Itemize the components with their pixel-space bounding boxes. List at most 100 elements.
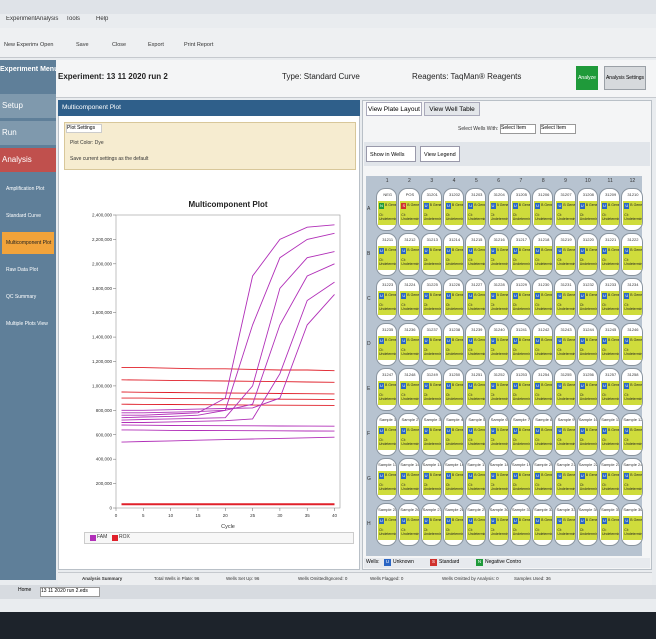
well[interactable]: 31214 UB Gene Ct: Undetermined (442, 233, 465, 276)
well[interactable]: 31221 UB Gene Ct: Undetermined (599, 233, 621, 276)
well[interactable]: Sample 34 UB Gene Ct: Undetermined (576, 503, 598, 546)
home-tab[interactable]: Home (18, 587, 32, 593)
well[interactable]: Sample 12 UB Gene Ct: Undetermined (621, 413, 643, 456)
well[interactable]: 31224 UB Gene Ct: Undetermined (398, 278, 420, 321)
well[interactable]: POS SB Gene Ct: Undetermined (398, 188, 420, 231)
well[interactable]: 31211 UB Gene Ct: Undetermined (376, 233, 398, 276)
well[interactable]: 31236 UB Gene Ct: Undetermined (398, 323, 420, 366)
well[interactable]: 31241 UB Gene Ct: Undetermined (509, 323, 532, 366)
well[interactable]: Sample 8 UB Gene Ct: Undetermined (532, 413, 554, 456)
well[interactable]: Sample 13 UB Gene Ct: Undetermined (376, 458, 398, 501)
well[interactable]: Sample 3 UB Gene Ct: Undetermined (420, 413, 442, 456)
menu-item[interactable]: Experiment (6, 16, 36, 22)
well[interactable]: Sample 26 UB Gene Ct: Undetermined (398, 503, 420, 546)
well[interactable]: Sample 35 UB Gene Ct: Undetermined (599, 503, 621, 546)
menu-item[interactable]: Analysis (36, 16, 59, 22)
well[interactable]: Sample 30 UB Gene Ct: Undetermined (487, 503, 509, 546)
well[interactable]: Sample 19 UB Gene Ct: Undetermined (509, 458, 532, 501)
well[interactable]: Sample 27 UB Gene Ct: Undetermined (420, 503, 442, 546)
toolbar-button[interactable]: Open (40, 42, 54, 48)
well[interactable]: 31229 UB Gene Ct: Undetermined (509, 278, 532, 321)
well[interactable]: 31248 UB Gene Ct: Undetermined (398, 368, 420, 411)
well[interactable]: 31257 UB Gene Ct: Undetermined (599, 368, 621, 411)
well[interactable]: 31232 UB Gene Ct: Undetermined (576, 278, 598, 321)
well[interactable]: Sample 36 UB Gene Ct: Undetermined (621, 503, 643, 546)
well[interactable]: 31222 UB Gene Ct: Undetermined (621, 233, 643, 276)
well[interactable]: 31217 UB Gene Ct: Undetermined (509, 233, 532, 276)
well[interactable]: 31220 UB Gene Ct: Undetermined (576, 233, 598, 276)
well[interactable]: Sample 9 UB Gene Ct: Undetermined (554, 413, 576, 456)
well[interactable]: 31247 UB Gene Ct: Undetermined (376, 368, 398, 411)
view-tab[interactable]: View Well Table (424, 102, 480, 116)
select-dropdown[interactable]: Select Item (540, 124, 576, 134)
well[interactable]: Sample 23 UB Gene Ct: Undetermined (599, 458, 621, 501)
experiment-tab[interactable]: 13 11 2020 run 2.eds (40, 587, 100, 597)
sidebar-item[interactable]: Multiple Plots View (6, 321, 48, 327)
well[interactable]: Sample 33 UB Gene Ct: Undetermined (554, 503, 576, 546)
save-default[interactable]: Save current settings as the default (70, 156, 149, 162)
well[interactable]: 31228 UB Gene Ct: Undetermined (487, 278, 509, 321)
well[interactable]: 31202 UB Gene Ct: Undetermined (442, 188, 465, 231)
toolbar-button[interactable]: Export (148, 42, 164, 48)
menu-item[interactable]: Tools (66, 16, 81, 22)
well[interactable]: 31251 UB Gene Ct: Undetermined (465, 368, 487, 411)
plot-color[interactable]: Plot Color: Dye (70, 140, 104, 146)
well[interactable]: 31227 UB Gene Ct: Undetermined (465, 278, 487, 321)
well[interactable]: Sample 17 UB Gene Ct: Undetermined (465, 458, 487, 501)
well[interactable]: Sample 7 UB Gene Ct: Undetermined (509, 413, 532, 456)
well[interactable]: Sample 6 UB Gene Ct: Undetermined (487, 413, 509, 456)
well[interactable]: 31208 UB Gene Ct: Undetermined (576, 188, 598, 231)
well[interactable]: 31210 UB Gene Ct: Undetermined (621, 188, 643, 231)
toolbar-button[interactable]: New Experiment (4, 42, 38, 48)
well[interactable]: Sample 11 UB Gene Ct: Undetermined (599, 413, 621, 456)
well[interactable]: 31240 UB Gene Ct: Undetermined (487, 323, 509, 366)
well[interactable]: Sample 28 UB Gene Ct: Undetermined (442, 503, 465, 546)
well[interactable]: 31231 UB Gene Ct: Undetermined (554, 278, 576, 321)
well[interactable]: 31219 UB Gene Ct: Undetermined (554, 233, 576, 276)
well[interactable]: 31244 UB Gene Ct: Undetermined (576, 323, 598, 366)
well[interactable]: 31250 UB Gene Ct: Undetermined (442, 368, 465, 411)
sidebar-section[interactable]: Setup (0, 94, 56, 118)
well[interactable]: 31239 UB Gene Ct: Undetermined (465, 323, 487, 366)
well[interactable]: 31207 UB Gene Ct: Undetermined (554, 188, 576, 231)
select-dropdown[interactable]: Select Item (500, 124, 536, 134)
well[interactable]: 31201 UB Gene Ct: Undetermined (420, 188, 442, 231)
well[interactable]: Sample 29 UB Gene Ct: Undetermined (465, 503, 487, 546)
well[interactable]: 31206 UB Gene Ct: Undetermined (532, 188, 554, 231)
settings-button[interactable]: Analysis Settings (604, 66, 646, 90)
well[interactable]: 31252 UB Gene Ct: Undetermined (487, 368, 509, 411)
well[interactable]: 31233 UB Gene Ct: Undetermined (599, 278, 621, 321)
well[interactable]: 31209 UB Gene Ct: Undetermined (599, 188, 621, 231)
well[interactable]: Sample 32 UB Gene Ct: Undetermined (532, 503, 554, 546)
well[interactable]: Sample 20 UB Gene Ct: Undetermined (532, 458, 554, 501)
sidebar-section[interactable]: Run (0, 121, 56, 145)
sidebar-item[interactable]: QC Summary (6, 294, 37, 300)
well[interactable]: 31225 UB Gene Ct: Undetermined (420, 278, 442, 321)
well[interactable]: Sample 21 UB Gene Ct: Undetermined (554, 458, 576, 501)
well[interactable]: Sample 5 UB Gene Ct: Undetermined (465, 413, 487, 456)
toolbar-button[interactable]: Print Report (184, 42, 214, 48)
sidebar-section[interactable]: Analysis (0, 148, 56, 172)
well[interactable]: Sample 10 UB Gene Ct: Undetermined (576, 413, 598, 456)
well[interactable]: Sample 2 UB Gene Ct: Undetermined (398, 413, 420, 456)
well[interactable]: 31215 UB Gene Ct: Undetermined (465, 233, 487, 276)
well[interactable]: 31256 UB Gene Ct: Undetermined (576, 368, 598, 411)
well[interactable]: Sample 25 UB Gene Ct: Undetermined (376, 503, 398, 546)
well[interactable]: Sample 1 UB Gene Ct: Undetermined (376, 413, 398, 456)
well[interactable]: 31235 UB Gene Ct: Undetermined (376, 323, 398, 366)
toolbar-button[interactable]: Close (112, 42, 127, 48)
well[interactable]: 31234 UB Gene Ct: Undetermined (621, 278, 643, 321)
well[interactable]: 31249 UB Gene Ct: Undetermined (420, 368, 442, 411)
well[interactable]: 31237 UB Gene Ct: Undetermined (420, 323, 442, 366)
well[interactable]: Sample 24 UB Gene Ct: Undetermined (621, 458, 643, 501)
sidebar-item[interactable]: Multicomponent Plot (2, 232, 54, 254)
well[interactable]: 31242 UB Gene Ct: Undetermined (532, 323, 554, 366)
well[interactable]: 31243 UB Gene Ct: Undetermined (554, 323, 576, 366)
well[interactable]: 31255 UB Gene Ct: Undetermined (554, 368, 576, 411)
well[interactable]: 31213 UB Gene Ct: Undetermined (420, 233, 442, 276)
well[interactable]: 31216 UB Gene Ct: Undetermined (487, 233, 509, 276)
well[interactable]: 31254 UB Gene Ct: Undetermined (532, 368, 554, 411)
view-tab[interactable]: View Plate Layout (366, 102, 422, 116)
sidebar-item[interactable]: Raw Data Plot (6, 267, 38, 273)
sidebar-item[interactable]: Standard Curve (6, 213, 42, 219)
